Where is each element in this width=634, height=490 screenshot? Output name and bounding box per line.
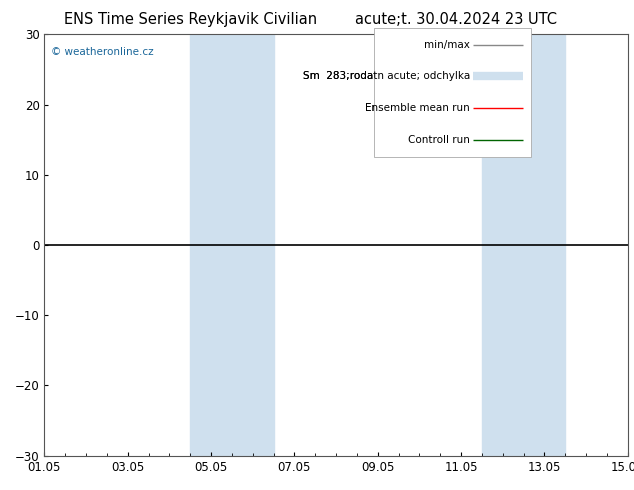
Text: © weatheronline.cz: © weatheronline.cz — [51, 47, 154, 57]
Text: ENS Time Series Reykjavik Civilian: ENS Time Series Reykjavik Civilian — [63, 12, 317, 27]
FancyBboxPatch shape — [374, 28, 531, 156]
Text: Ensemble mean run: Ensemble mean run — [365, 103, 470, 113]
Text: Controll run: Controll run — [408, 135, 470, 145]
Bar — [482, 34, 565, 456]
Text: min/max: min/max — [424, 40, 470, 50]
Text: acute;t. 30.04.2024 23 UTC: acute;t. 30.04.2024 23 UTC — [356, 12, 557, 27]
Bar — [190, 34, 273, 456]
Text: Sm  283;rodatn acute; odchylka: Sm 283;rodatn acute; odchylka — [303, 72, 470, 81]
Text: Sm  283;rodatn acute; odchylka: Sm 283;rodatn acute; odchylka — [303, 72, 470, 81]
Text: min/max: min/max — [424, 40, 470, 50]
Text: Ensemble mean run: Ensemble mean run — [365, 103, 470, 113]
Text: Controll run: Controll run — [408, 135, 470, 145]
